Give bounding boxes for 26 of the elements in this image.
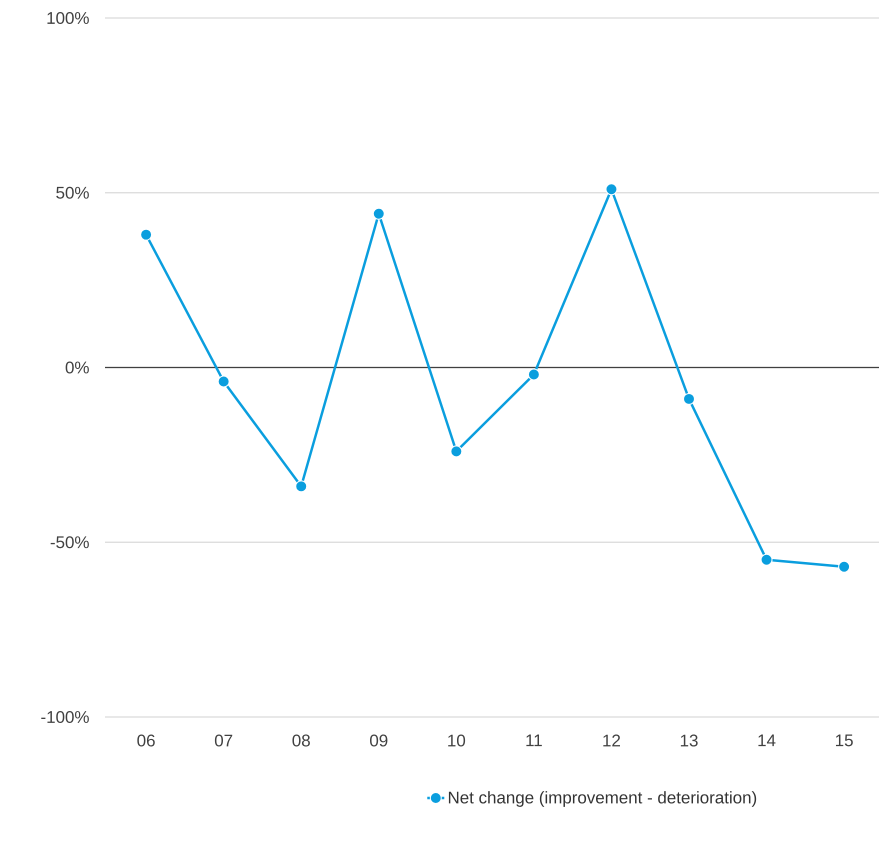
point	[683, 392, 695, 405]
x-tick-label: 10	[448, 734, 466, 747]
x-tick-label: 12	[603, 734, 620, 746]
x-tick-label: 06	[137, 734, 155, 747]
y-tick-label: 50%	[56, 186, 89, 199]
point	[528, 368, 540, 380]
x-tick-label: 13	[680, 734, 698, 747]
point	[295, 480, 308, 492]
y-tick-label: 0%	[66, 362, 89, 374]
x-tick-label: 14	[758, 734, 776, 746]
y-tick-label: -100%	[41, 711, 89, 723]
point	[140, 228, 152, 241]
x-tick-label: 07	[214, 734, 232, 747]
point	[372, 208, 385, 220]
point	[605, 183, 618, 196]
legend-label: Net change (improvement - deterioration)	[448, 791, 756, 807]
y-tick-label: 100%	[47, 12, 89, 24]
point	[760, 554, 773, 566]
point	[450, 445, 462, 458]
point	[218, 375, 230, 388]
x-tick-label: 08	[292, 734, 310, 747]
x-tick-label: 11	[526, 734, 542, 746]
x-tick-label: 09	[370, 734, 388, 747]
y-tick-label: -50%	[50, 536, 89, 548]
x-tick-label: 15	[836, 734, 853, 746]
point	[838, 560, 850, 573]
